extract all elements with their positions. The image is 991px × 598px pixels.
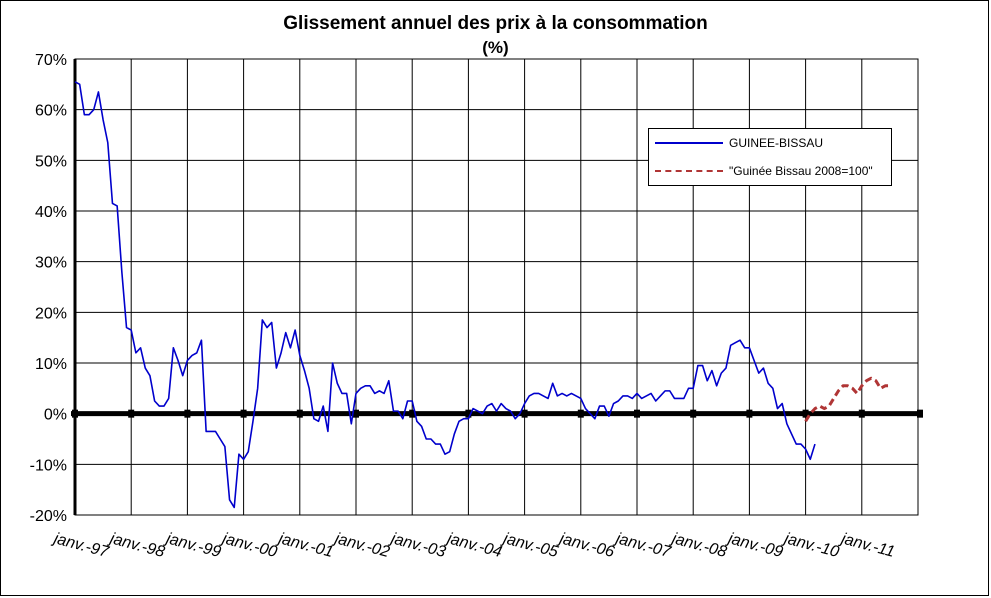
x-tick-mark-13 <box>802 409 809 418</box>
x-tick-label: janv.-02 <box>331 530 391 561</box>
x-tick-label: janv.-07 <box>612 530 673 562</box>
x-tick-label: janv.-09 <box>725 530 785 561</box>
x-tick-label: janv.-99 <box>163 530 223 561</box>
y-tick-label: -20% <box>30 508 67 525</box>
x-tick-mark-9 <box>577 409 584 418</box>
x-tick-label: janv.-01 <box>275 530 335 561</box>
y-tick-label: 0% <box>44 407 67 424</box>
x-tick-mark-6 <box>409 409 416 418</box>
x-tick-label: janv.-98 <box>106 530 166 561</box>
x-tick-mark-3 <box>240 409 247 418</box>
series-line-guinee-bissau <box>74 81 816 509</box>
y-tick-label: 20% <box>35 305 67 322</box>
y-tick-label: 10% <box>35 356 67 373</box>
x-tick-label: janv.-00 <box>219 530 279 561</box>
legend: GUINEE-BISSAU "Guinée Bissau 2008=100" <box>648 128 892 186</box>
chart-subtitle: (%) <box>482 38 509 57</box>
x-tick-label: janv.-06 <box>556 530 616 561</box>
legend-dashed-line-swatch <box>655 170 723 172</box>
x-tick-label: janv.-10 <box>781 530 841 561</box>
x-tick-label: janv.-05 <box>500 530 560 561</box>
x-tick-label: janv.-04 <box>444 530 504 561</box>
y-tick-label: 30% <box>35 255 67 272</box>
y-tick-label: 60% <box>35 103 67 120</box>
x-tick-label: janv.-03 <box>387 530 447 561</box>
x-tick-mark-1 <box>128 409 135 418</box>
x-tick-mark-12 <box>746 409 753 418</box>
x-tick-mark-14 <box>858 409 865 418</box>
legend-item-guinee-bissau: GUINEE-BISSAU <box>655 135 823 151</box>
x-tick-mark-0 <box>72 409 78 418</box>
x-tick-mark-10 <box>634 409 640 418</box>
x-tick-label: janv.-11 <box>837 530 896 561</box>
y-tick-label: 50% <box>35 153 67 170</box>
y-tick-label: 40% <box>35 204 67 221</box>
x-tick-mark-11 <box>690 409 697 418</box>
x-tick-mark-2 <box>184 409 191 418</box>
series-line-guinee-bissau-2008 <box>804 376 890 423</box>
x-tick-label: janv.-97 <box>50 530 111 562</box>
legend-label-guinee-bissau: GUINEE-BISSAU <box>729 136 824 150</box>
x-tick-mark-end <box>917 409 923 418</box>
x-tick-mark-7 <box>465 409 472 418</box>
x-tick-mark-5 <box>353 409 359 418</box>
chart-title: Glissement annuel des prix à la consomma… <box>283 13 708 34</box>
x-tick-mark-4 <box>296 409 303 418</box>
y-tick-label: -10% <box>30 457 67 474</box>
x-tick-label: janv.-08 <box>668 530 728 561</box>
legend-label-guinee-bissau-2008: "Guinée Bissau 2008=100" <box>729 164 873 178</box>
x-tick-mark-8 <box>521 409 528 418</box>
y-tick-label: 70% <box>35 52 67 69</box>
legend-item-guinee-bissau-2008: "Guinée Bissau 2008=100" <box>655 163 873 179</box>
legend-solid-line-swatch <box>655 142 723 144</box>
